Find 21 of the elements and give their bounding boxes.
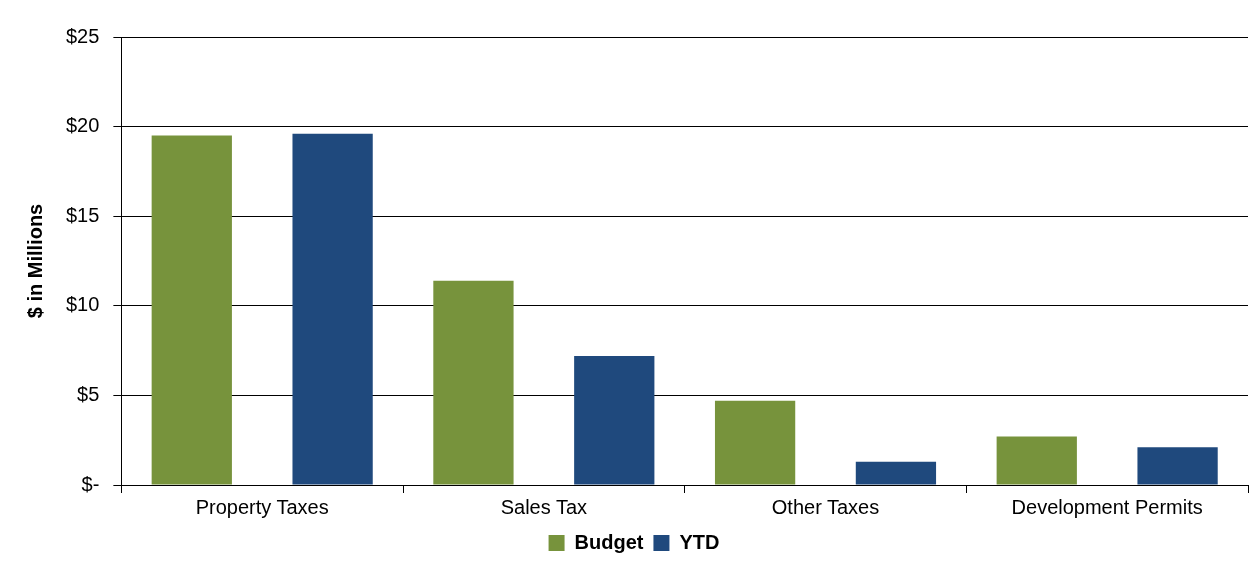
legend-label: Budget <box>574 530 644 553</box>
y-tick-label: $10 <box>65 293 100 316</box>
x-tick-label: Property Taxes <box>195 495 329 518</box>
bar <box>1137 447 1218 485</box>
y-tick-label: $15 <box>65 203 100 226</box>
bar <box>574 355 655 485</box>
bar <box>292 133 373 485</box>
y-tick-label: $- <box>81 472 100 495</box>
legend-label: YTD <box>679 530 720 553</box>
y-tick-label: $20 <box>65 114 100 137</box>
bar <box>151 135 232 485</box>
bar <box>996 436 1077 485</box>
bar <box>433 280 514 485</box>
y-tick-label: $5 <box>77 382 100 405</box>
x-tick-label: Development Permits <box>1011 495 1203 518</box>
bar <box>714 400 796 485</box>
bar <box>855 461 937 485</box>
y-axis-title: $ in Millions <box>23 203 46 319</box>
x-tick-label: Sales Tax <box>500 495 588 518</box>
y-tick-label: $25 <box>65 24 100 47</box>
x-tick-label: Other Taxes <box>771 495 880 518</box>
